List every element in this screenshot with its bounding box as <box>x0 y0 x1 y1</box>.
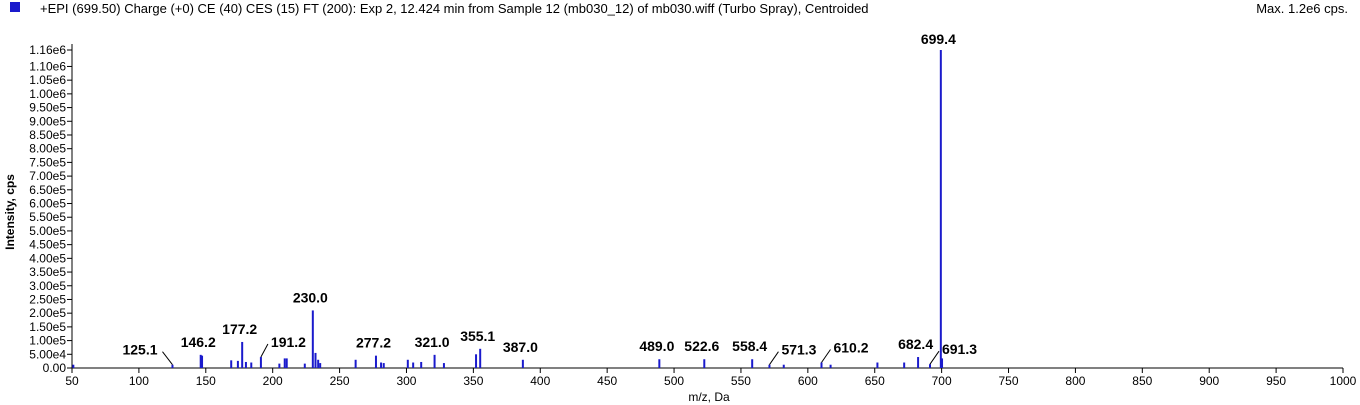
peak-label: 387.0 <box>503 339 538 355</box>
y-axis-title: Intensity, cps <box>3 174 17 250</box>
x-tick-label: 550 <box>731 374 751 388</box>
y-tick-label: 1.00e6 <box>29 87 66 101</box>
y-tick-label: 4.50e5 <box>29 238 66 252</box>
y-tick-label: 8.50e5 <box>29 128 66 142</box>
y-tick-label: 5.00e4 <box>29 347 66 361</box>
x-tick-label: 150 <box>196 374 216 388</box>
peak-label: 691.3 <box>942 341 977 357</box>
peak-label: 277.2 <box>356 335 391 351</box>
x-tick-label: 250 <box>330 374 350 388</box>
peak-label-leader <box>821 349 831 363</box>
x-tick-label: 350 <box>463 374 483 388</box>
x-tick-label: 300 <box>396 374 416 388</box>
peak-label: 355.1 <box>460 328 495 344</box>
peak-label: 571.3 <box>781 342 816 358</box>
peak-label-leader <box>162 351 173 366</box>
y-tick-label: 7.50e5 <box>29 155 66 169</box>
y-tick-label: 2.50e5 <box>29 292 66 306</box>
peak-label: 682.4 <box>898 336 933 352</box>
peak-label: 699.4 <box>921 31 956 47</box>
x-tick-label: 800 <box>1065 374 1085 388</box>
peak-label: 177.2 <box>222 321 257 337</box>
peak-label: 558.4 <box>732 338 767 354</box>
y-tick-label: 1.50e5 <box>29 320 66 334</box>
x-tick-label: 450 <box>597 374 617 388</box>
y-tick-label: 1.16e6 <box>29 43 66 57</box>
y-tick-label: 0.00 <box>43 361 67 375</box>
x-axis-title: m/z, Da <box>688 390 730 404</box>
x-tick-label: 50 <box>65 374 79 388</box>
y-tick-label: 3.50e5 <box>29 265 66 279</box>
y-tick-label: 5.00e5 <box>29 224 66 238</box>
y-tick-label: 1.00e5 <box>29 334 66 348</box>
x-tick-label: 600 <box>798 374 818 388</box>
peak-label-leader <box>260 343 269 358</box>
peak-label: 230.0 <box>293 289 328 305</box>
peak-label: 191.2 <box>271 334 306 350</box>
y-tick-label: 4.00e5 <box>29 251 66 265</box>
peak-label-leader <box>769 351 779 365</box>
peak-label: 522.6 <box>684 338 719 354</box>
x-tick-label: 400 <box>530 374 550 388</box>
axis-frame <box>71 44 1343 369</box>
peak-label: 610.2 <box>833 340 868 356</box>
x-tick-label: 850 <box>1132 374 1152 388</box>
max-intensity-label: Max. 1.2e6 cps. <box>1256 1 1348 16</box>
peak-label: 146.2 <box>181 334 216 350</box>
x-tick-label: 500 <box>664 374 684 388</box>
y-tick-label: 8.00e5 <box>29 142 66 156</box>
y-tick-label: 1.05e6 <box>29 73 66 87</box>
peak-label: 321.0 <box>415 334 450 350</box>
spectrum-peaks <box>72 50 944 368</box>
y-tick-label: 3.00e5 <box>29 279 66 293</box>
y-tick-label: 1.10e6 <box>29 59 66 73</box>
legend-swatch <box>10 2 20 12</box>
x-tick-label: 750 <box>999 374 1019 388</box>
y-tick-label: 2.00e5 <box>29 306 66 320</box>
y-tick-label: 9.50e5 <box>29 101 66 115</box>
peak-label: 489.0 <box>639 338 674 354</box>
peak-label-leader <box>929 350 940 365</box>
y-tick-label: 9.00e5 <box>29 114 66 128</box>
x-tick-label: 1000 <box>1330 374 1357 388</box>
spectrum-header-title: +EPI (699.50) Charge (+0) CE (40) CES (1… <box>40 1 869 16</box>
peak-label: 125.1 <box>122 342 157 358</box>
x-tick-label: 100 <box>129 374 149 388</box>
y-tick-label: 6.00e5 <box>29 197 66 211</box>
y-tick-label: 6.50e5 <box>29 183 66 197</box>
x-tick-label: 700 <box>932 374 952 388</box>
x-tick-label: 900 <box>1199 374 1219 388</box>
y-tick-label: 5.50e5 <box>29 210 66 224</box>
x-tick-label: 950 <box>1266 374 1286 388</box>
x-tick-label: 650 <box>865 374 885 388</box>
axis-ticks: 50 100 150 200 250 300 350 400 450 500 550 600 650 70… <box>29 43 1356 388</box>
y-tick-label: 7.00e5 <box>29 169 66 183</box>
peak-labels: 125.1 146.2 177.2 191.2 230.0 277.2 321.0 355.1… <box>122 31 977 366</box>
x-tick-label: 200 <box>263 374 283 388</box>
